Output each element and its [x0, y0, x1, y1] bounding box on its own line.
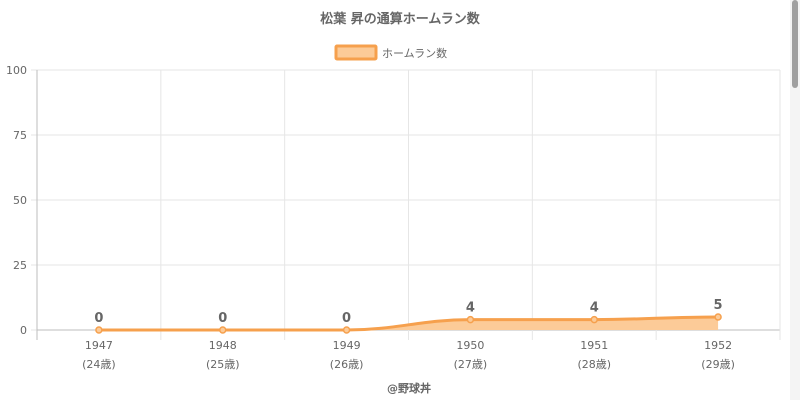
data-labels: 0 0 0 4 4 5	[94, 298, 722, 326]
series-line	[98, 315, 719, 332]
scrollbar-thumb[interactable]	[792, 0, 798, 88]
x-axis-ticks: 1947 (24歳) 1948 (25歳) 1949 (26歳) 1950 (27歳) 1951…	[82, 339, 735, 371]
x-tick-sublabel: (25歳)	[206, 358, 240, 371]
y-axis-ticks: 0 25 50 75 100	[6, 64, 27, 337]
data-label: 5	[714, 298, 723, 313]
y-tick-label: 100	[6, 64, 27, 77]
x-tick-label: 1949	[333, 339, 361, 352]
y-tick-label: 25	[13, 259, 27, 272]
y-tick-label: 50	[13, 194, 27, 207]
series-homeruns	[95, 313, 722, 334]
data-label: 0	[218, 311, 227, 326]
legend[interactable]: ホームラン数	[334, 44, 447, 61]
grid	[31, 69, 781, 340]
y-tick-label: 0	[20, 324, 27, 337]
x-tick-label: 1951	[580, 339, 608, 352]
data-point	[219, 326, 227, 334]
x-tick-sublabel: (29歳)	[701, 358, 735, 371]
footer-credit: @野球丼	[387, 381, 431, 395]
x-tick-label: 1952	[704, 339, 732, 352]
x-tick-sublabel: (27歳)	[454, 358, 488, 371]
data-label: 0	[342, 311, 351, 326]
x-tick-label: 1947	[85, 339, 113, 352]
legend-label: ホームラン数	[382, 47, 447, 60]
legend-swatch	[334, 44, 378, 61]
data-point	[714, 313, 722, 321]
x-tick-label: 1948	[209, 339, 237, 352]
data-point	[466, 315, 475, 324]
chart-title: 松葉 昇の通算ホームラン数	[320, 11, 480, 27]
data-label: 0	[94, 311, 103, 326]
data-point	[95, 326, 103, 334]
scrollbar-track[interactable]	[790, 0, 800, 400]
data-label: 4	[590, 301, 599, 316]
x-tick-sublabel: (26歳)	[330, 358, 364, 371]
x-tick-sublabel: (24歳)	[82, 358, 116, 371]
x-tick-label: 1950	[456, 339, 484, 352]
data-point	[590, 315, 598, 324]
y-tick-label: 75	[13, 129, 27, 142]
data-point	[342, 326, 351, 334]
data-label: 4	[466, 301, 475, 316]
x-tick-sublabel: (28歳)	[577, 358, 611, 371]
